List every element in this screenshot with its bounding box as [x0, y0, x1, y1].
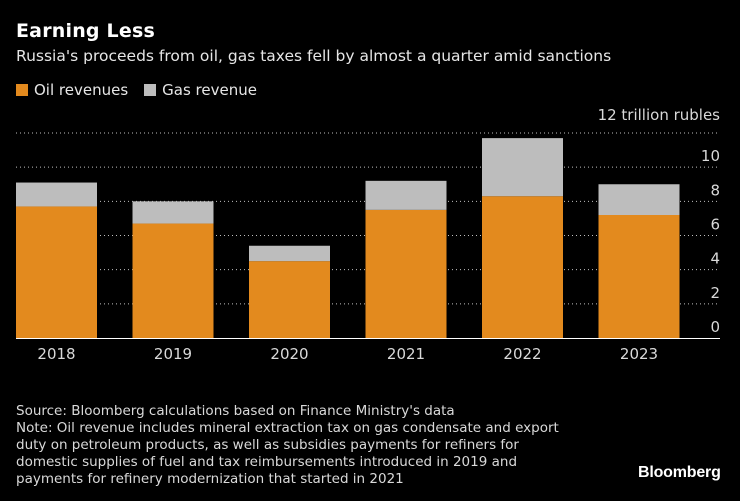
x-tick-label-2021: 2021 — [387, 345, 425, 363]
legend-item-oil: Oil revenues — [16, 81, 128, 99]
x-tick-label-2023: 2023 — [620, 345, 658, 363]
y-tick-label-2: 2 — [710, 284, 720, 302]
x-tick-label-2020: 2020 — [270, 345, 308, 363]
bloomberg-logo: Bloomberg — [638, 464, 721, 481]
x-tick-label-2019: 2019 — [154, 345, 192, 363]
y-tick-label-6: 6 — [710, 216, 720, 234]
bar-oil-2019 — [132, 223, 214, 338]
x-tick-label-2018: 2018 — [37, 345, 75, 363]
note-line-4: payments for refinery modernization that… — [16, 471, 404, 487]
x-tick-label-2022: 2022 — [503, 345, 541, 363]
note-line-2: duty on petroleum products, as well as s… — [16, 437, 519, 453]
bar-gas-2021 — [365, 180, 447, 210]
y-tick-label-10: 10 — [701, 147, 720, 165]
chart-legend: Oil revenues Gas revenue — [16, 81, 273, 99]
bar-oil-2021 — [365, 209, 447, 338]
chart-title: Earning Less — [16, 20, 155, 42]
y-tick-label-4: 4 — [710, 250, 720, 268]
source-note: Source: Bloomberg calculations based on … — [16, 403, 455, 419]
y-tick-label-8: 8 — [710, 181, 720, 199]
bar-gas-2020 — [249, 245, 330, 262]
bar-oil-2022 — [482, 196, 563, 338]
bar-gas-2022 — [482, 138, 563, 197]
legend-swatch-gas — [144, 84, 157, 96]
legend-item-gas: Gas revenue — [144, 81, 257, 99]
bar-oil-2018 — [16, 206, 97, 338]
note-line-3: domestic supplies of fuel and tax reimbu… — [16, 454, 518, 470]
bar-oil-2023 — [598, 215, 680, 338]
legend-swatch-oil — [16, 84, 28, 96]
bar-gas-2018 — [16, 182, 97, 207]
chart-subtitle: Russia's proceeds from oil, gas taxes fe… — [16, 47, 612, 65]
legend-label-oil: Oil revenues — [34, 81, 129, 99]
bar-gas-2019 — [132, 201, 214, 224]
chart-footer: Source: Bloomberg calculations based on … — [16, 403, 616, 488]
note-line-1: Note: Oil revenue includes mineral extra… — [16, 420, 559, 436]
y-axis-label: 12 trillion rubles — [598, 106, 721, 124]
bar-oil-2020 — [249, 261, 330, 338]
legend-label-gas: Gas revenue — [162, 81, 257, 99]
bar-gas-2023 — [598, 184, 680, 215]
y-tick-label-0: 0 — [710, 318, 720, 336]
bar-chart: 0 2 4 6 8 10 12 trillion rubles 2018 2019 2020 202… — [16, 106, 721, 363]
